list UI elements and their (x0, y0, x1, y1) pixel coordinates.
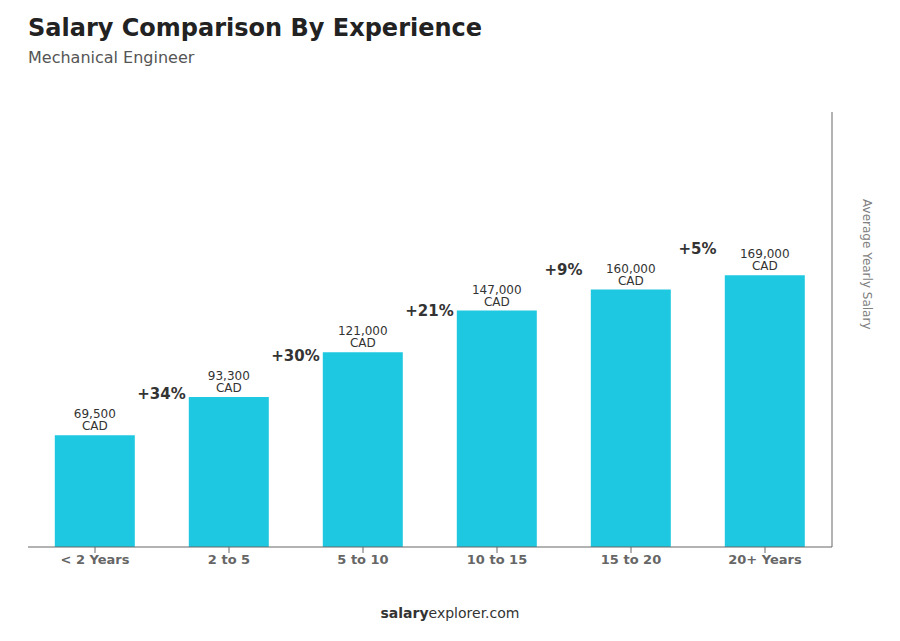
html-text:Mechanical Engineer: Mechanical Engineer (28, 48, 195, 67)
html-text:salary explorer.com: salary explorer.com (380, 605, 520, 621)
svg-text:+30%: +30% (271, 347, 319, 365)
svg-text:169,000CAD: 169,000CAD (740, 247, 790, 273)
svg-text:69,500CAD: 69,500CAD (74, 407, 116, 433)
svg-text:121,000CAD: 121,000CAD (338, 324, 388, 350)
svg-text:2 to 5: 2 to 5 (208, 552, 250, 567)
svg-text:147,000CAD: 147,000CAD (472, 283, 522, 309)
svg-text:160,000CAD: 160,000CAD (606, 262, 656, 288)
svg-text:+21%: +21% (405, 302, 453, 320)
svg-text:93,300CAD: 93,300CAD (208, 369, 250, 395)
svg-text:< 2 Years: < 2 Years (61, 552, 130, 567)
svg-text:20+ Years: 20+ Years (728, 552, 802, 567)
svg-text:5 to 10: 5 to 10 (337, 552, 388, 567)
svg-text:+9%: +9% (544, 261, 582, 279)
svg-text:15 to 20: 15 to 20 (601, 552, 661, 567)
svg-text:+34%: +34% (137, 385, 185, 403)
svg-text:Average Yearly Salary: Average Yearly Salary (860, 199, 874, 329)
svg-text:10 to 15: 10 to 15 (467, 552, 527, 567)
svg-text:+5%: +5% (678, 240, 716, 258)
html-text:Salary Comparison By Experienc: Salary Comparison By Experience (28, 14, 483, 42)
